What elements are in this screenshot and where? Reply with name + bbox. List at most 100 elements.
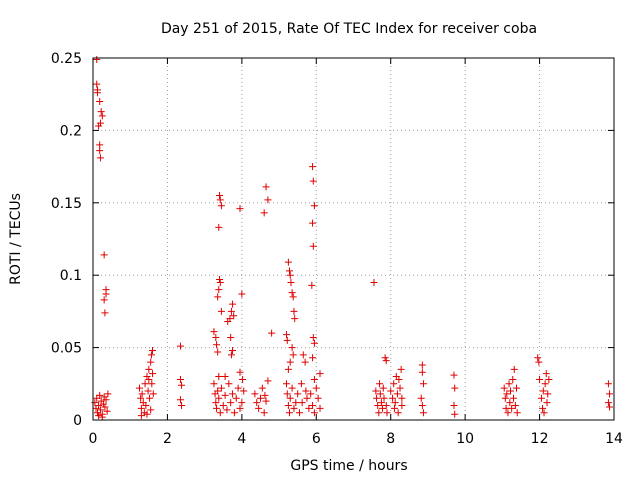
data-point [299,351,307,359]
data-point [149,390,157,398]
data-point [289,351,297,359]
data-point [450,402,458,410]
data-point [137,394,145,402]
data-point [216,196,224,204]
data-point [397,365,405,373]
data-point [309,402,317,410]
data-point [251,390,259,398]
data-point [236,404,244,412]
data-point [230,409,238,417]
data-point [284,258,292,266]
data-point [290,404,298,412]
data-point [149,370,157,378]
data-point [381,354,389,362]
data-point [213,404,221,412]
x-tick-label: 10 [456,431,474,447]
data-point [215,286,223,294]
data-point [310,375,318,383]
data-point [387,387,395,395]
data-point [96,391,104,399]
x-tick-label: 6 [312,431,321,447]
data-point [604,399,612,407]
x-tick-label: 4 [237,431,246,447]
data-point [147,358,155,366]
data-point [451,410,459,418]
data-point [309,333,317,341]
data-points [91,55,614,421]
data-point [309,354,317,362]
data-point [217,307,225,315]
data-point [240,387,248,395]
data-point [262,397,270,405]
data-point [226,315,234,323]
data-point [214,348,222,356]
data-point [285,409,293,417]
data-point [372,387,380,395]
data-point [309,177,317,185]
data-point [141,380,149,388]
data-point [297,380,305,388]
y-tick-label: 0 [73,413,82,429]
data-point [379,384,387,392]
data-point [230,312,238,320]
data-point [137,412,145,420]
data-point [210,380,218,388]
data-point [294,390,302,398]
data-point [370,278,378,286]
y-tick-label: 0.25 [51,51,82,67]
data-point [264,377,272,385]
data-point [216,409,224,417]
data-point [316,404,324,412]
data-point [379,404,387,412]
data-point [380,394,388,402]
data-point [144,387,152,395]
data-point [268,329,276,337]
data-point [375,409,383,417]
data-point [310,409,318,417]
data-point [176,396,184,404]
data-point [504,409,512,417]
data-point [312,384,320,392]
chart-title: Day 251 of 2015, Rate Of TEC Index for r… [161,21,537,37]
data-point [394,409,402,417]
data-point [298,399,306,407]
data-point [223,406,231,414]
data-point [373,394,381,402]
data-point [513,409,521,417]
axis-ticks [92,57,615,421]
data-point [509,375,517,383]
data-point [450,371,458,379]
data-point [288,289,296,297]
data-point [539,387,547,395]
data-point [238,290,246,298]
x-tick-label: 0 [89,431,98,447]
x-tick-labels: 0 2 4 6 8 10 12 14 [89,431,623,447]
data-point [374,402,382,410]
data-point [149,346,157,354]
data-point [264,196,272,204]
y-tick-label: 0.15 [51,196,82,212]
data-point [96,147,104,155]
data-point [500,384,508,392]
data-point [258,384,266,392]
data-point [283,331,291,339]
data-point [214,387,222,395]
data-point [176,342,184,350]
data-point [96,154,104,162]
data-point [221,391,229,399]
data-point [147,406,155,414]
data-point [98,112,106,120]
data-point [510,394,518,402]
data-point [383,409,391,417]
data-point [540,409,548,417]
data-point [95,402,103,410]
data-point [147,351,155,359]
data-point [541,380,549,388]
data-point [377,399,385,407]
data-point [606,390,614,398]
data-point [510,365,518,373]
plot-frame [92,57,615,421]
data-point [93,409,101,417]
data-point [93,55,101,63]
data-point [535,358,543,366]
